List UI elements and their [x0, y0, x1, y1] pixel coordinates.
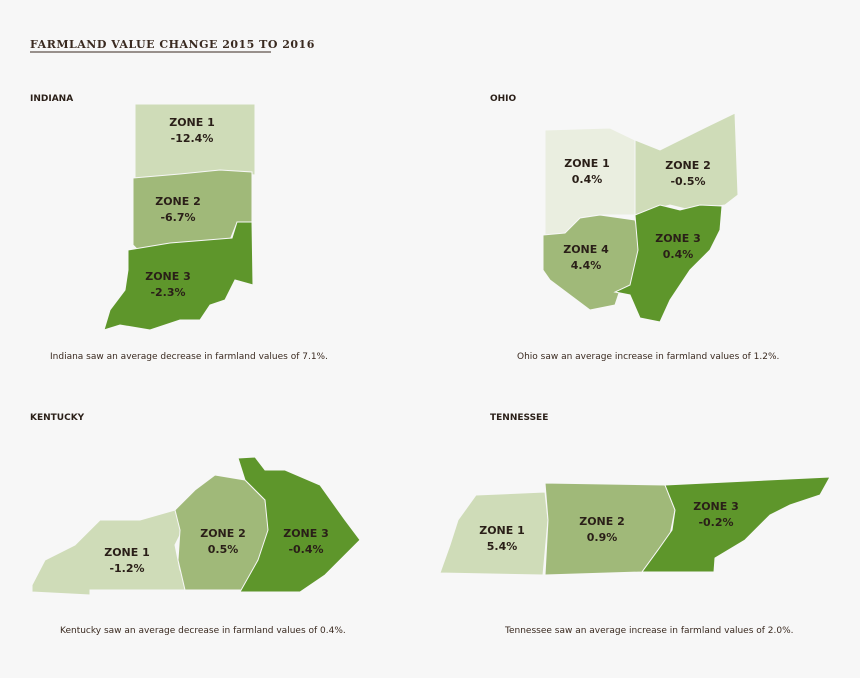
zone-name: ZONE 3 — [283, 527, 329, 540]
zone-name: ZONE 3 — [655, 232, 701, 245]
zone-name: ZONE 3 — [145, 270, 191, 283]
zone-change: -1.2% — [109, 562, 144, 575]
zone-change: 5.4% — [487, 540, 518, 553]
zone-name: ZONE 4 — [563, 243, 609, 256]
zone-name: ZONE 2 — [200, 527, 246, 540]
zone-change: 0.5% — [208, 543, 239, 556]
caption: Ohio saw an average increase in farmland… — [517, 352, 779, 362]
zone-change: 0.4% — [572, 173, 603, 186]
zone-change: -12.4% — [171, 132, 214, 145]
zone — [237, 456, 361, 593]
zone-name: ZONE 3 — [693, 500, 739, 513]
state-name: INDIANA — [30, 94, 73, 104]
state-name: OHIO — [490, 94, 517, 104]
zone-change: -0.2% — [698, 516, 733, 529]
zone-name: ZONE 1 — [479, 524, 525, 537]
state-name: KENTUCKY — [30, 413, 85, 423]
zone-change: 0.4% — [663, 248, 694, 261]
zone-name: ZONE 1 — [564, 157, 610, 170]
zone-change: -0.5% — [670, 175, 705, 188]
zone-name: ZONE 1 — [104, 546, 150, 559]
zone — [641, 476, 831, 573]
caption: Tennessee saw an average increase in far… — [504, 626, 794, 636]
zone-change: 0.9% — [587, 531, 618, 544]
zone-change: 4.4% — [571, 259, 602, 272]
zone-name: ZONE 2 — [155, 195, 201, 208]
zone-change: -0.4% — [288, 543, 323, 556]
page-title: FARMLAND VALUE CHANGE 2015 TO 2016 — [30, 38, 315, 51]
zone-name: ZONE 1 — [169, 116, 215, 129]
zone-change: -6.7% — [160, 211, 195, 224]
zone — [613, 204, 723, 323]
zone — [439, 491, 549, 576]
zone-name: ZONE 2 — [665, 159, 711, 172]
state-name: TENNESSEE — [490, 413, 548, 423]
zone — [103, 221, 254, 331]
caption: Indiana saw an average decrease in farml… — [50, 352, 328, 362]
caption: Kentucky saw an average decrease in farm… — [60, 626, 346, 636]
zone-change: -2.3% — [150, 286, 185, 299]
zone-name: ZONE 2 — [579, 515, 625, 528]
